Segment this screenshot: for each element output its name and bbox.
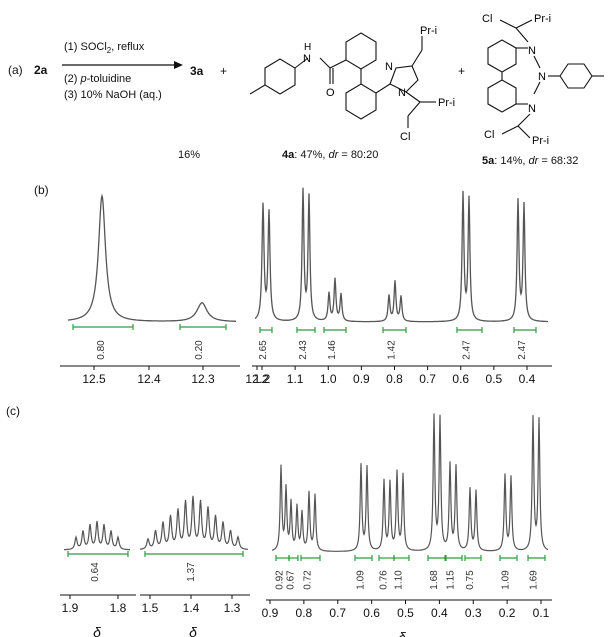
c-left2-trace bbox=[139, 495, 248, 550]
b-left-trace bbox=[67, 193, 236, 322]
plus-sign-1: + bbox=[220, 64, 228, 78]
c-left1-integral-label-0: 0.64 bbox=[90, 562, 101, 582]
atom-n-top-5a: N bbox=[528, 45, 536, 57]
atom-n-imine-4a: N bbox=[385, 61, 393, 73]
b-right-integral-label-3: 1.42 bbox=[387, 340, 398, 360]
b-right-tick-label-1: 1.1 bbox=[287, 372, 304, 386]
c-right-tick-label-3: 0.6 bbox=[363, 606, 380, 620]
condition-step2: (2) p-toluidine bbox=[64, 73, 132, 85]
atom-cl-4a: Cl bbox=[400, 131, 410, 143]
c-right-integral-label-4: 0.76 bbox=[379, 570, 390, 590]
c-left1-tick-label-1: 1.8 bbox=[110, 601, 127, 615]
yield-4a: 4a: 47%, dr = 80:20 bbox=[282, 149, 379, 161]
isopropyl-top-5a: Pr-i bbox=[534, 13, 551, 25]
c-right-tick-label-6: 0.3 bbox=[465, 606, 482, 620]
c-right-integral-label-7: 1.15 bbox=[446, 570, 457, 590]
atom-n-amide-4a: N bbox=[303, 53, 311, 65]
c-right-integral-label-9: 1.09 bbox=[501, 570, 512, 590]
c-right-integral-label-0: 0.92 bbox=[275, 570, 286, 590]
yield-3a: 16% bbox=[178, 149, 201, 161]
atom-o-4a: O bbox=[326, 87, 335, 99]
b-right-tick-label-0: 1.2 bbox=[254, 372, 271, 386]
b-right-tick-label-2: 1.0 bbox=[320, 372, 337, 386]
atom-cl-top-5a: Cl bbox=[482, 13, 492, 25]
c-right-tick-label-0: 0.9 bbox=[262, 606, 279, 620]
c-right-integral-label-8: 0.75 bbox=[465, 570, 476, 590]
b-right-integral-label-4: 2.47 bbox=[462, 340, 473, 360]
b-right-trace bbox=[254, 187, 548, 323]
b-right-tick-label-4: 0.8 bbox=[386, 372, 403, 386]
c-left1-delta-label: δ bbox=[93, 624, 101, 637]
c-right-tick-label-1: 0.8 bbox=[296, 606, 313, 620]
c-right-integral-label-1: 0.67 bbox=[286, 570, 297, 590]
b-right-integral-label-2: 1.46 bbox=[327, 340, 338, 360]
b-left-integral-label-1: 0.20 bbox=[194, 340, 205, 360]
c-right-tick-label-7: 0.2 bbox=[499, 606, 516, 620]
panel-b-spectra: 0.800.2012.512.412.312.2δ2.652.431.461.4… bbox=[60, 187, 552, 386]
b-left-tick-label-3: 12.2 bbox=[245, 372, 269, 386]
condition-step3: (3) 10% NaOH (aq.) bbox=[64, 89, 162, 101]
b-right-tick-label-6: 0.6 bbox=[452, 372, 469, 386]
structure-4a: H N O N N Pr-i Pr-i Cl bbox=[249, 25, 455, 143]
c-right-tick-label-8: 0.1 bbox=[533, 606, 550, 620]
b-right-tick-label-5: 0.7 bbox=[419, 372, 436, 386]
c-right-integral-label-10: 1.69 bbox=[529, 570, 540, 590]
c-left2-tick-label-0: 1.5 bbox=[142, 601, 159, 615]
b-right-integral-label-1: 2.43 bbox=[298, 340, 309, 360]
isopropyl-2-4a: Pr-i bbox=[438, 97, 455, 109]
atom-n-ring-4a: N bbox=[398, 87, 406, 99]
reactant-2a: 2a bbox=[34, 63, 48, 77]
b-left-integral-label-0: 0.80 bbox=[96, 340, 107, 360]
b-left-tick-label-0: 12.5 bbox=[82, 372, 106, 386]
atom-cl-bottom-5a: Cl bbox=[484, 129, 494, 141]
atom-h-4a: H bbox=[304, 42, 311, 53]
yield-5a: 5a: 14%, dr = 68:32 bbox=[482, 155, 579, 167]
isopropyl-bottom-5a: Pr-i bbox=[532, 135, 549, 147]
c-left2-integral-label-0: 1.37 bbox=[186, 562, 197, 582]
c-right-trace bbox=[271, 413, 549, 552]
c-right-tick-label-4: 0.5 bbox=[397, 606, 414, 620]
c-right-tick-label-5: 0.4 bbox=[431, 606, 448, 620]
c-left1-trace bbox=[64, 520, 130, 551]
condition-step1: (1) SOCl2, reflux bbox=[64, 41, 145, 56]
plus-sign-2: + bbox=[458, 64, 466, 78]
c-left2-tick-label-1: 1.4 bbox=[183, 601, 200, 615]
c-left2-delta-label: δ bbox=[189, 624, 197, 637]
atom-n-center-5a: N bbox=[538, 71, 546, 83]
c-right-tick-label-2: 0.7 bbox=[329, 606, 346, 620]
c-right-delta-label: δ bbox=[398, 629, 406, 637]
panel-a-label: (a) bbox=[8, 63, 23, 77]
c-left2-tick-label-2: 1.3 bbox=[224, 601, 241, 615]
isopropyl-1-4a: Pr-i bbox=[420, 25, 437, 37]
b-right-integral-label-5: 2.47 bbox=[517, 340, 528, 360]
reaction-arrow bbox=[62, 61, 183, 69]
c-right-integral-label-6: 1.68 bbox=[429, 570, 440, 590]
b-left-tick-label-2: 12.3 bbox=[191, 372, 215, 386]
b-right-tick-label-3: 0.9 bbox=[353, 372, 370, 386]
panel-b-label: (b) bbox=[34, 183, 49, 197]
b-right-tick-label-7: 0.5 bbox=[486, 372, 503, 386]
b-right-integral-label-0: 2.65 bbox=[258, 340, 269, 360]
panel-c-label: (c) bbox=[6, 404, 20, 418]
b-right-tick-label-8: 0.4 bbox=[519, 372, 536, 386]
c-right-integral-label-3: 1.09 bbox=[356, 570, 367, 590]
c-right-integral-label-5: 1.10 bbox=[394, 570, 405, 590]
structure-5a: Cl Pr-i N N N Cl Pr-i bbox=[482, 13, 604, 147]
c-left1-tick-label-0: 1.9 bbox=[62, 601, 79, 615]
atom-n-bottom-5a: N bbox=[528, 103, 536, 115]
product-3a: 3a bbox=[190, 64, 204, 78]
panel-c-spectra: 0.64 1.9 1.8 δ 1.37 1.5 1.4 1.3 δ 0.92 0.67 0.72 1.0… bbox=[60, 413, 552, 637]
c-right-integral-label-2: 0.72 bbox=[303, 570, 314, 590]
b-left-tick-label-1: 12.4 bbox=[137, 372, 161, 386]
